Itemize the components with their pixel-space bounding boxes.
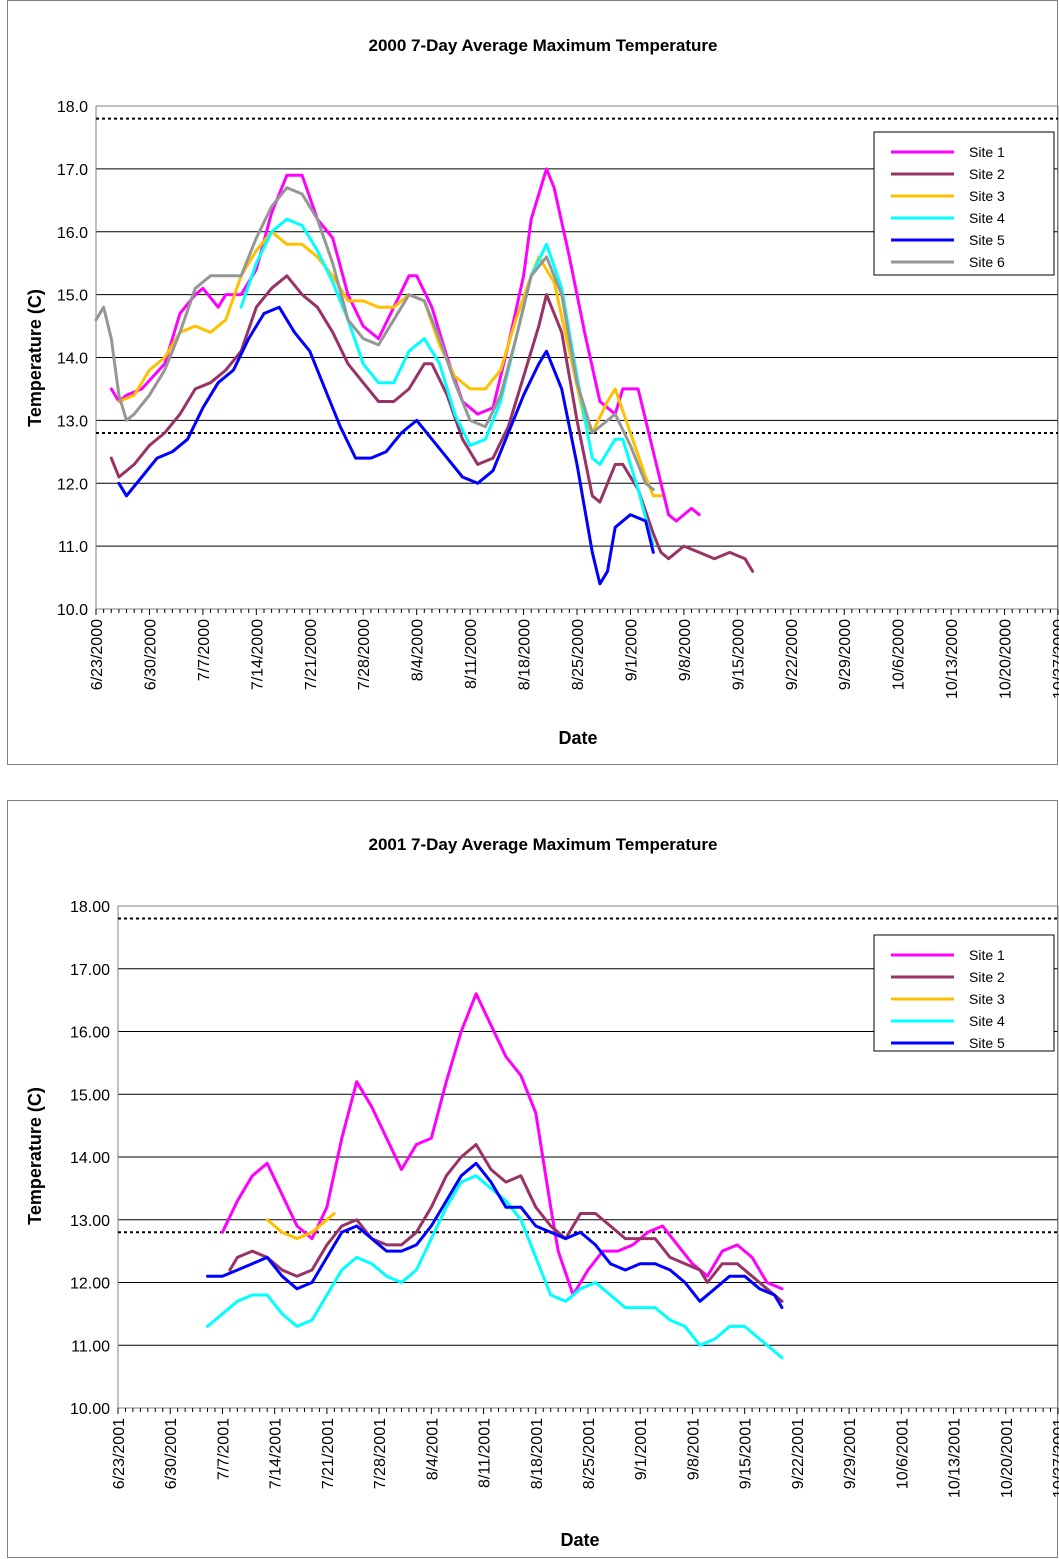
chart-title: 2001 7-Day Average Maximum Temperature xyxy=(369,835,718,854)
y-tick-label: 14.0 xyxy=(57,351,88,368)
y-tick-label: 17.0 xyxy=(57,162,88,179)
series-line-site-1 xyxy=(220,992,784,1297)
x-tick-label: 8/11/2000 xyxy=(463,619,480,689)
y-tick-label: 15.0 xyxy=(57,288,88,305)
y-tick-label: 10.0 xyxy=(57,602,88,619)
x-tick-label: 8/25/2001 xyxy=(581,1418,598,1489)
x-tick-label: 7/14/2000 xyxy=(249,619,266,690)
y-tick-label: 13.00 xyxy=(70,1213,110,1230)
legend-label: Site 3 xyxy=(969,991,1005,1007)
x-axis-title: Date xyxy=(558,728,597,748)
series-line-site-3 xyxy=(117,230,663,498)
x-tick-label: 7/28/2000 xyxy=(356,619,373,690)
chart-2001: 2001 7-Day Average Maximum Temperature D… xyxy=(25,835,1059,1550)
x-tick-label: 8/4/2001 xyxy=(424,1418,441,1480)
y-tick-label: 11.0 xyxy=(58,539,88,556)
x-tick-label: 6/30/2001 xyxy=(163,1418,180,1489)
legend-box xyxy=(873,131,1055,276)
y-tick-label: 17.00 xyxy=(70,962,110,979)
y-tick-label: 15.00 xyxy=(70,1087,110,1104)
y-axis-title: Temperature (C) xyxy=(25,289,45,427)
series-line-site-3 xyxy=(265,1212,336,1241)
y-tick-label: 10.00 xyxy=(70,1401,110,1418)
legend-label: Site 1 xyxy=(969,144,1005,160)
x-tick-label: 10/20/2001 xyxy=(999,1418,1016,1498)
x-tick-label: 8/25/2000 xyxy=(570,619,587,690)
y-tick-label: 18.00 xyxy=(70,899,110,916)
x-tick-label: 7/21/2001 xyxy=(320,1418,337,1489)
x-tick-label: 10/27/2000 xyxy=(1051,619,1059,699)
y-tick-label: 14.00 xyxy=(70,1150,110,1167)
x-tick-label: 7/21/2000 xyxy=(303,619,320,690)
x-tick-label: 9/1/2000 xyxy=(623,619,640,681)
series-line-site-5 xyxy=(206,1161,784,1310)
x-tick-label: 6/30/2000 xyxy=(142,619,159,690)
series-line-site-2 xyxy=(109,274,755,573)
legend-label: Site 5 xyxy=(969,1035,1005,1051)
legend-label: Site 2 xyxy=(969,969,1005,985)
x-axis-title: Date xyxy=(560,1530,599,1550)
legend-label: Site 1 xyxy=(969,947,1005,963)
x-tick-label: 9/15/2000 xyxy=(730,619,747,690)
chart-2000-panel: 2000 7-Day Average Maximum Temperature D… xyxy=(7,0,1059,765)
series-line-site-5 xyxy=(117,305,655,586)
x-tick-label: 9/1/2001 xyxy=(633,1418,650,1480)
legend-label: Site 6 xyxy=(969,254,1005,270)
x-tick-label: 10/13/2000 xyxy=(944,619,961,699)
x-tick-label: 8/11/2001 xyxy=(477,1418,494,1488)
x-tick-label: 7/28/2001 xyxy=(372,1418,389,1489)
series-line-site-4 xyxy=(239,217,655,548)
x-tick-label: 10/20/2000 xyxy=(998,619,1015,699)
y-tick-label: 12.00 xyxy=(70,1276,110,1293)
chart-title: 2000 7-Day Average Maximum Temperature xyxy=(369,36,718,55)
x-tick-label: 8/18/2000 xyxy=(517,619,534,690)
y-tick-label: 13.0 xyxy=(57,413,88,430)
legend-label: Site 5 xyxy=(969,232,1005,248)
x-tick-label: 7/7/2000 xyxy=(196,619,213,681)
x-tick-label: 8/4/2000 xyxy=(410,619,427,681)
y-tick-label: 18.0 xyxy=(57,99,88,116)
legend-label: Site 4 xyxy=(969,1013,1005,1029)
chart-2000: 2000 7-Day Average Maximum Temperature D… xyxy=(25,36,1059,748)
series-line-site-2 xyxy=(228,1143,784,1303)
y-tick-label: 12.0 xyxy=(57,476,88,493)
x-tick-label: 10/27/2001 xyxy=(1051,1418,1059,1498)
series-line-site-1 xyxy=(109,167,701,523)
x-tick-label: 9/8/2000 xyxy=(677,619,694,681)
legend-box xyxy=(873,934,1055,1052)
x-tick-label: 10/13/2001 xyxy=(947,1418,964,1498)
x-tick-label: 9/22/2001 xyxy=(790,1418,807,1489)
y-tick-label: 16.0 xyxy=(57,225,88,242)
x-tick-label: 10/6/2000 xyxy=(891,619,908,690)
x-tick-label: 10/6/2001 xyxy=(894,1418,911,1489)
x-tick-label: 9/29/2001 xyxy=(842,1418,859,1489)
x-tick-label: 9/8/2001 xyxy=(685,1418,702,1480)
x-tick-label: 9/15/2001 xyxy=(738,1418,755,1489)
y-axis-title: Temperature (C) xyxy=(25,1087,45,1225)
x-tick-label: 8/18/2001 xyxy=(529,1418,546,1489)
x-tick-label: 9/22/2000 xyxy=(784,619,801,690)
x-tick-label: 7/14/2001 xyxy=(268,1418,285,1489)
x-tick-label: 6/23/2001 xyxy=(111,1418,128,1489)
y-tick-label: 16.00 xyxy=(70,1025,110,1042)
x-tick-label: 9/29/2000 xyxy=(837,619,854,690)
x-tick-label: 7/7/2001 xyxy=(215,1418,232,1480)
legend-label: Site 2 xyxy=(969,166,1005,182)
y-tick-label: 11.00 xyxy=(71,1338,110,1355)
legend-label: Site 3 xyxy=(969,188,1005,204)
series-line-site-6 xyxy=(94,186,655,491)
legend-label: Site 4 xyxy=(969,210,1005,226)
chart-2001-panel: 2001 7-Day Average Maximum Temperature D… xyxy=(7,800,1059,1558)
x-tick-label: 6/23/2000 xyxy=(89,619,106,690)
